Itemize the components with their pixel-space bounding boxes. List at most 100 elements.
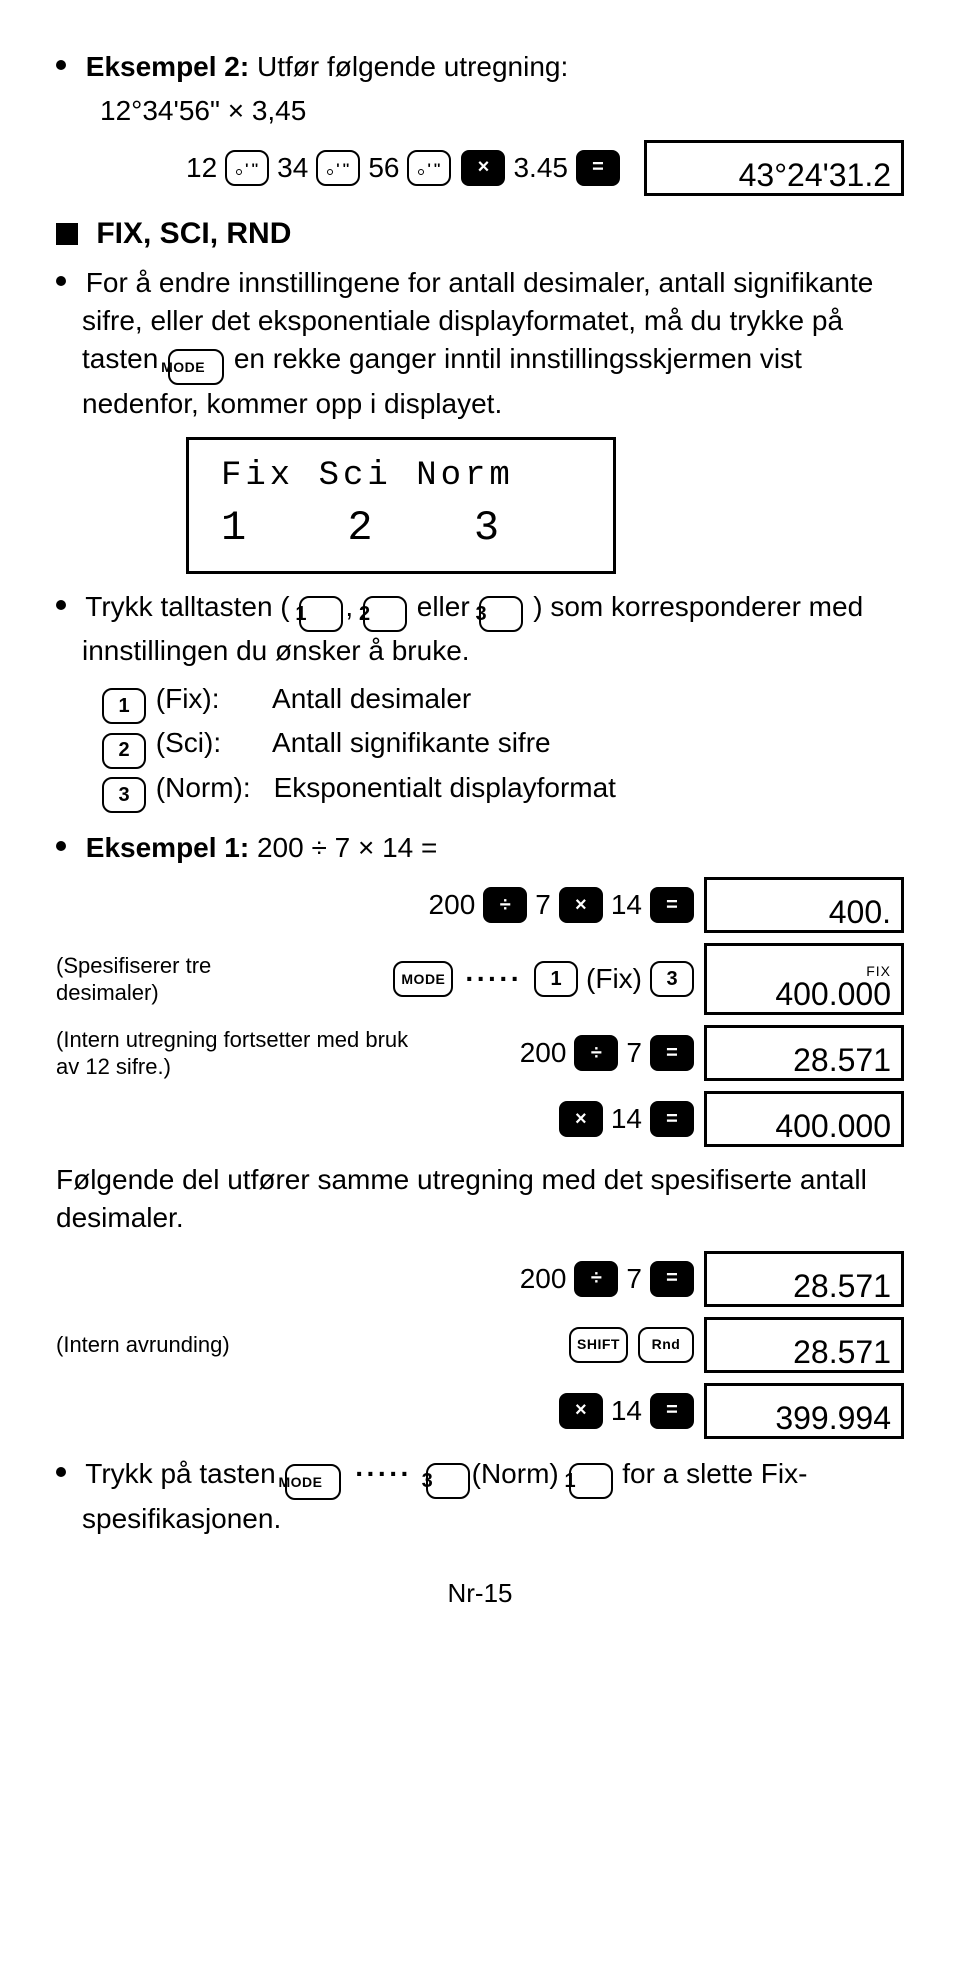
ex1-expr: 200 ÷ 7 × 14 = (257, 832, 437, 863)
opt-b-txt: Antall signifikante sifre (272, 727, 551, 758)
dms-key[interactable]: ''' (316, 150, 360, 186)
lcd-line2: 1 2 3 (221, 500, 581, 557)
key-3[interactable]: 3 (426, 1463, 470, 1499)
page-number: Nr-15 (56, 1576, 904, 1611)
ex1-row4: × 14 = 400.000 (56, 1091, 904, 1147)
ex1-prefix: Eksempel 1: (86, 832, 249, 863)
key-2[interactable]: 2 (102, 733, 146, 769)
ex1-row3: (Intern utregning fortsetter med bruk av… (56, 1025, 904, 1081)
bullet-icon (56, 600, 66, 610)
equals-key[interactable]: = (650, 1035, 694, 1071)
multiply-key[interactable]: × (559, 887, 603, 923)
r2-res: 400.000 (775, 978, 891, 1010)
multiply-key[interactable]: × (461, 150, 505, 186)
option-list: 1 (Fix): Antall desimaler 2 (Sci): Antal… (100, 680, 904, 814)
equals-key[interactable]: = (650, 1393, 694, 1429)
key-1[interactable]: 1 (299, 596, 343, 632)
r3-b: 7 (626, 1034, 642, 1072)
result-display: 28.571 (704, 1251, 904, 1307)
mode-key[interactable]: MODE (393, 961, 453, 997)
ex2-text: Utfør følgende utregning: (257, 51, 568, 82)
key-1[interactable]: 1 (569, 1463, 613, 1499)
r7-res: 399.994 (775, 1402, 891, 1434)
example-1-title: Eksempel 1: 200 ÷ 7 × 14 = (56, 829, 904, 867)
multiply-key[interactable]: × (559, 1101, 603, 1137)
ex2-k-56: 56 (368, 149, 399, 187)
r1-res: 400. (829, 896, 891, 928)
ex1-row1: 200 ÷ 7 × 14 = 400. (56, 877, 904, 933)
ex2-prefix: Eksempel 2: (86, 51, 249, 82)
result-display: 28.571 (704, 1025, 904, 1081)
divide-key[interactable]: ÷ (483, 887, 527, 923)
r4-res: 400.000 (775, 1110, 891, 1142)
r5-res: 28.571 (793, 1270, 891, 1302)
dots-icon: ····· (465, 960, 522, 998)
equals-key[interactable]: = (576, 150, 620, 186)
key-1[interactable]: 1 (102, 688, 146, 724)
section-heading: FIX, SCI, RND (56, 214, 904, 255)
shift-key[interactable]: SHIFT (569, 1327, 628, 1363)
equals-key[interactable]: = (650, 887, 694, 923)
note1b: desimaler) (56, 979, 276, 1007)
equals-key[interactable]: = (650, 1261, 694, 1297)
ex2-k-34: 34 (277, 149, 308, 187)
note1a: (Spesifiserer tre (56, 952, 276, 980)
ex2-result: 43°24'31.2 (739, 159, 891, 191)
opt-c-txt: Eksponentialt displayformat (274, 772, 616, 803)
key-2[interactable]: 2 (363, 596, 407, 632)
r3-res: 28.571 (793, 1044, 891, 1076)
opt-a-txt: Antall desimaler (272, 683, 471, 714)
key-3[interactable]: 3 (479, 596, 523, 632)
key-3[interactable]: 3 (102, 777, 146, 813)
opt-c-tag: (Norm): (156, 769, 266, 807)
ex2-expression: 12°34'56" × 3,45 (100, 92, 904, 130)
r7-a: 14 (611, 1392, 642, 1430)
result-display: FIX 400.000 (704, 943, 904, 1015)
ex1-mid-paragraph: Følgende del utfører samme utregning med… (56, 1161, 904, 1237)
example-2-title: Eksempel 2: Utfør følgende utregning: (56, 48, 904, 86)
fix-paragraph-1: For å endre innstillingene for antall de… (56, 264, 904, 423)
lcd-line1: Fix Sci Norm (221, 454, 581, 500)
lcd-display: Fix Sci Norm 1 2 3 (186, 437, 616, 574)
result-display: 400. (704, 877, 904, 933)
r3-a: 200 (520, 1034, 567, 1072)
equals-key[interactable]: = (650, 1101, 694, 1137)
ex2-k-12: 12 (186, 149, 217, 187)
opt-fix: 1 (Fix): Antall desimaler (100, 680, 904, 725)
ex1-row7: × 14 = 399.994 (56, 1383, 904, 1439)
mode-key[interactable]: MODE (168, 349, 224, 385)
opt-norm: 3 (Norm): Eksponentialt displayformat (100, 769, 904, 814)
key-1[interactable]: 1 (534, 961, 578, 997)
divide-key[interactable]: ÷ (574, 1261, 618, 1297)
ex1-row2: (Spesifiserer tre desimaler) MODE ····· … (56, 943, 904, 1015)
ex1-row6: (Intern avrunding) SHIFT Rnd 28.571 (56, 1317, 904, 1373)
bullet-icon (56, 1467, 66, 1477)
multiply-key[interactable]: × (559, 1393, 603, 1429)
r1-c: 14 (611, 886, 642, 924)
fix-paragraph-2: Trykk talltasten ( 1, 2 eller 3 ) som ko… (56, 588, 904, 670)
closing-a: Trykk på tasten (85, 1458, 275, 1489)
result-display: 399.994 (704, 1383, 904, 1439)
r5-a: 200 (520, 1260, 567, 1298)
opt-b-tag: (Sci): (156, 724, 266, 762)
result-display: 28.571 (704, 1317, 904, 1373)
bullet-icon (56, 841, 66, 851)
rnd-key[interactable]: Rnd (638, 1327, 694, 1363)
ex2-k-mult: 3.45 (513, 149, 568, 187)
opt-a-tag: (Fix): (156, 680, 266, 718)
r4-a: 14 (611, 1100, 642, 1138)
r1-b: 7 (535, 886, 551, 924)
divide-key[interactable]: ÷ (574, 1035, 618, 1071)
note3: (Intern avrunding) (56, 1331, 276, 1359)
mode-key[interactable]: MODE (285, 1464, 341, 1500)
key-3[interactable]: 3 (650, 961, 694, 997)
dms-key[interactable]: ''' (225, 150, 269, 186)
dots-icon: ····· (355, 1458, 412, 1489)
r1-a: 200 (429, 886, 476, 924)
opt-sci: 2 (Sci): Antall signifikante sifre (100, 724, 904, 769)
dms-key[interactable]: ''' (407, 150, 451, 186)
closing-paragraph: Trykk på tasten MODE ····· 3(Norm) 1 for… (56, 1455, 904, 1538)
r6-res: 28.571 (793, 1336, 891, 1368)
bullet-icon (56, 276, 66, 286)
fix-label: (Fix) (586, 960, 642, 998)
